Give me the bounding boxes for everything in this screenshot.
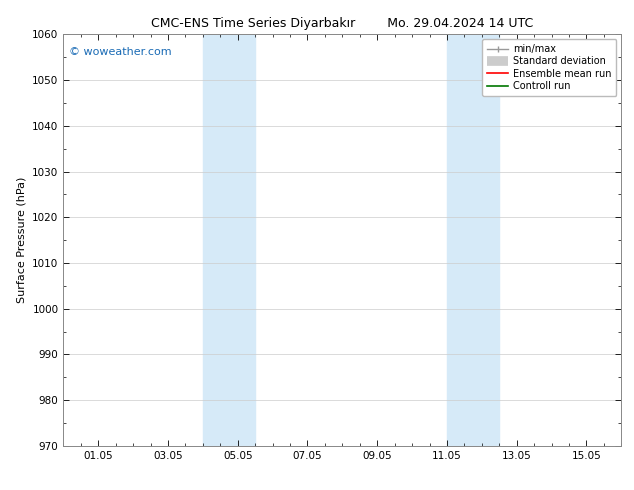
Bar <box>203 34 255 446</box>
Title: CMC-ENS Time Series Diyarbakır        Mo. 29.04.2024 14 UTC: CMC-ENS Time Series Diyarbakır Mo. 29.04… <box>152 17 533 30</box>
Bar <box>447 34 500 446</box>
Legend: min/max, Standard deviation, Ensemble mean run, Controll run: min/max, Standard deviation, Ensemble me… <box>482 39 616 96</box>
Y-axis label: Surface Pressure (hPa): Surface Pressure (hPa) <box>16 177 27 303</box>
Text: © woweather.com: © woweather.com <box>69 47 172 57</box>
